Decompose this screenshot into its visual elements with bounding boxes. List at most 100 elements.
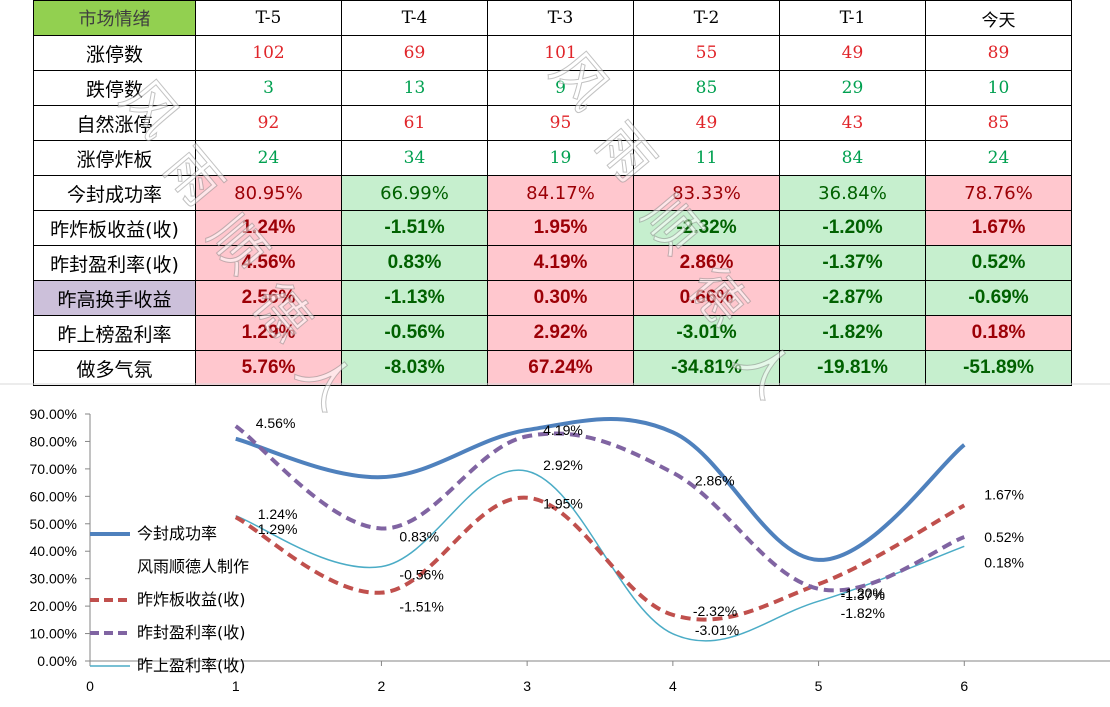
market-sentiment-table: 市场情绪 T-5 T-4 T-3 T-2 T-1 今天 涨停数 102 69 101 55 49 89 跌停… <box>33 0 1072 386</box>
row-label: 今封成功率 <box>33 175 196 211</box>
table-row: 涨停数 102 69 101 55 49 89 <box>33 35 1072 71</box>
table-cell: 1.29% <box>195 315 342 351</box>
table-cell: 1.67% <box>925 210 1072 246</box>
table-cell: -8.03% <box>341 350 488 386</box>
data-label: 1.95% <box>543 496 583 512</box>
table-cell: 92 <box>195 105 342 141</box>
table-cell: -3.01% <box>633 315 780 351</box>
table-cell: 19 <box>487 140 634 176</box>
table-cell: 11 <box>633 140 780 176</box>
header-day-1: T-5 <box>195 0 342 36</box>
data-label: -3.01% <box>695 622 739 638</box>
data-label: 0.52% <box>984 529 1024 545</box>
table-cell: -0.69% <box>925 280 1072 316</box>
row-label: 昨上榜盈利率 <box>33 315 196 351</box>
legend-entry: 昨封盈利率(收) <box>137 623 246 642</box>
table-cell: -1.37% <box>779 245 926 281</box>
x-tick-label: 3 <box>523 678 531 694</box>
header-day-2: T-4 <box>341 0 488 36</box>
table-cell: 55 <box>633 35 780 71</box>
table-row: 跌停数 3 13 9 85 29 10 <box>33 70 1072 106</box>
y-tick-label: 30.00% <box>30 571 77 587</box>
y-tick-label: 10.00% <box>30 626 77 642</box>
table-cell: 69 <box>341 35 488 71</box>
chart-series <box>234 417 966 642</box>
data-label: -1.82% <box>841 605 885 621</box>
chart-data-labels: 1.24% -1.51% 1.95% -2.32% -1.20% 1.67% 4.56% 0.… <box>256 415 1024 638</box>
data-label: 1.24% <box>258 506 298 522</box>
table-cell: -1.82% <box>779 315 926 351</box>
series-line-2 <box>234 424 965 593</box>
data-label: -1.37% <box>841 587 885 603</box>
table-row: 做多气氛 5.76% -8.03% 67.24% -34.81% -19.81% -51.8… <box>33 350 1072 386</box>
table-cell: 101 <box>487 35 634 71</box>
row-label: 昨高换手收益 <box>33 280 196 316</box>
table-cell: 4.56% <box>195 245 342 281</box>
data-label: 0.83% <box>399 528 439 544</box>
table-cell: 61 <box>341 105 488 141</box>
header-day-6: 今天 <box>925 0 1072 36</box>
series-line-0 <box>235 417 966 562</box>
x-tick-label: 1 <box>232 678 240 694</box>
data-label: -1.51% <box>399 599 443 615</box>
table-cell: 34 <box>341 140 488 176</box>
y-tick-label: 70.00% <box>30 461 77 477</box>
y-tick-label: 0.00% <box>37 653 77 669</box>
table-cell: 0.30% <box>487 280 634 316</box>
table-row: 昨高换手收益 2.56% -1.13% 0.30% 0.66% -2.87% -0.69% <box>33 280 1072 316</box>
table-cell: 2.92% <box>487 315 634 351</box>
table-cell: 84 <box>779 140 926 176</box>
table-row: 自然涨停 92 61 95 49 43 85 <box>33 105 1072 141</box>
row-label: 自然涨停 <box>33 105 196 141</box>
legend-entry: 昨炸板收益(收) <box>137 590 246 609</box>
data-label: -2.32% <box>693 603 737 619</box>
chart-axes: 0.00% 10.00% 20.00% 30.00% 40.00% 50.00% 60.00… <box>30 406 1110 694</box>
x-tick-label: 5 <box>815 678 823 694</box>
table-cell: -1.20% <box>779 210 926 246</box>
table-cell: 0.83% <box>341 245 488 281</box>
y-tick-label: 40.00% <box>30 543 77 559</box>
table-cell: 80.95% <box>195 175 342 211</box>
x-tick-label: 0 <box>86 678 94 694</box>
table-cell: 83.33% <box>633 175 780 211</box>
table-cell: -1.51% <box>341 210 488 246</box>
table-cell: -2.32% <box>633 210 780 246</box>
data-label: 1.67% <box>984 486 1024 502</box>
data-label: 0.18% <box>984 554 1024 570</box>
table-cell: 4.19% <box>487 245 634 281</box>
table-cell: 43 <box>779 105 926 141</box>
header-day-4: T-2 <box>633 0 780 36</box>
table-cell: 2.86% <box>633 245 780 281</box>
legend-note: 风雨顺德人制作 <box>137 557 249 576</box>
header-day-5: T-1 <box>779 0 926 36</box>
table-cell: 66.99% <box>341 175 488 211</box>
table-cell: 85 <box>633 70 780 106</box>
table-cell: 67.24% <box>487 350 634 386</box>
x-tick-label: 4 <box>669 678 677 694</box>
table-cell: 29 <box>779 70 926 106</box>
data-label: 2.92% <box>543 457 583 473</box>
table-cell: 49 <box>633 105 780 141</box>
x-tick-label: 2 <box>378 678 386 694</box>
series-line-1 <box>234 495 966 622</box>
row-label: 昨炸板收益(收) <box>33 210 196 246</box>
data-label: 4.19% <box>543 422 583 438</box>
table-cell: 0.66% <box>633 280 780 316</box>
table-cell: 13 <box>341 70 488 106</box>
y-tick-label: 80.00% <box>30 433 77 449</box>
table-row: 今封成功率 80.95% 66.99% 84.17% 83.33% 36.84% 78.76… <box>33 175 1072 211</box>
data-label: -0.56% <box>399 567 443 583</box>
table-cell: 3 <box>195 70 342 106</box>
table-row: 昨上榜盈利率 1.29% -0.56% 2.92% -3.01% -1.82% 0.18% <box>33 315 1072 351</box>
x-tick-label: 6 <box>960 678 968 694</box>
table-cell: -51.89% <box>925 350 1072 386</box>
table-cell: 49 <box>779 35 926 71</box>
y-tick-label: 90.00% <box>30 406 77 422</box>
table-row: 昨炸板收益(收) 1.24% -1.51% 1.95% -2.32% -1.20% 1.67… <box>33 210 1072 246</box>
table-cell: 78.76% <box>925 175 1072 211</box>
table-row: 昨封盈利率(收) 4.56% 0.83% 4.19% 2.86% -1.37% 0.52% <box>33 245 1072 281</box>
data-label: 4.56% <box>256 415 296 431</box>
table-cell: 0.52% <box>925 245 1072 281</box>
